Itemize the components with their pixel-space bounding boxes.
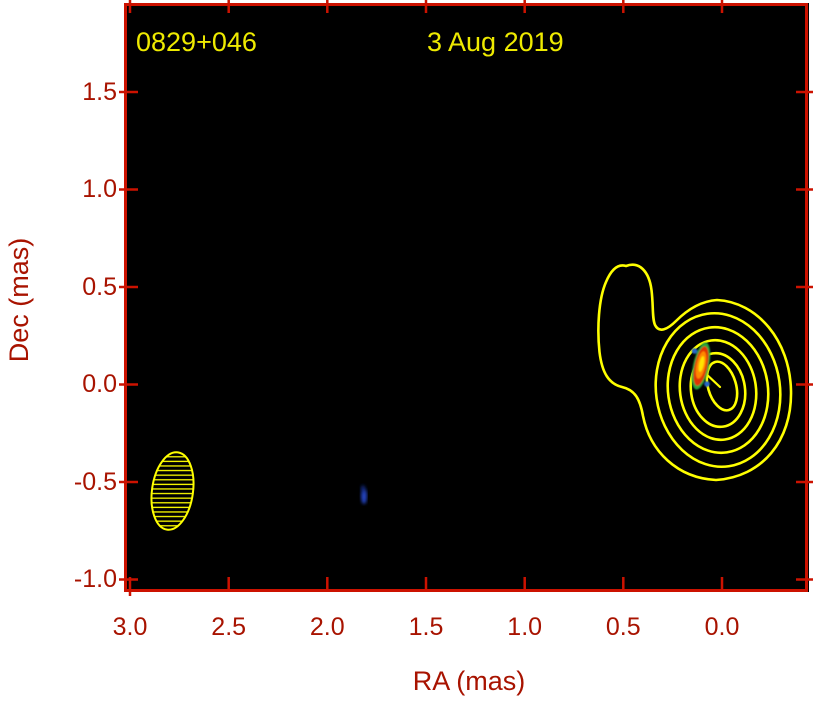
y-tick-label: 1.5 [82,78,117,106]
plot-background [124,3,809,592]
x-tick-label: 1.0 [507,613,543,641]
y-tick-label: 1.0 [82,175,117,203]
contour-ring-4 [678,338,758,442]
y-tick-label: -0.5 [73,468,117,496]
pol-blue-speck [691,348,698,354]
restoring-beam [150,451,195,531]
contour-ring-3 [666,325,770,455]
contour-ring-2 [654,311,782,469]
y-tick-label: -1.0 [73,565,117,593]
x-tick-label: 0.0 [704,613,740,641]
outer-contour-with-jet-lobe [597,263,793,482]
plot-frame [124,3,808,592]
polarization-patch [691,342,711,390]
x-tick-label: 1.5 [408,613,444,641]
x-axis-title: RA (mas) [412,666,526,696]
inner-contour [705,360,739,412]
observation-date-label: 3 Aug 2019 [427,27,564,57]
tick-marks [119,0,813,596]
x-tick-label: 0.5 [605,613,641,641]
y-axis-title: Dec (mas) [4,237,34,363]
y-tick-label: 0.0 [82,370,117,398]
pol-blue-speck [704,381,710,387]
x-tick-label: 3.0 [112,613,148,641]
x-tick-label: 2.5 [211,613,247,641]
y-tick-label: 0.5 [82,273,117,301]
faint-blue-spot [360,485,367,504]
x-tick-label: 2.0 [309,613,345,641]
contour-ring-5 [689,351,747,429]
source-name-label: 0829+046 [136,27,257,57]
